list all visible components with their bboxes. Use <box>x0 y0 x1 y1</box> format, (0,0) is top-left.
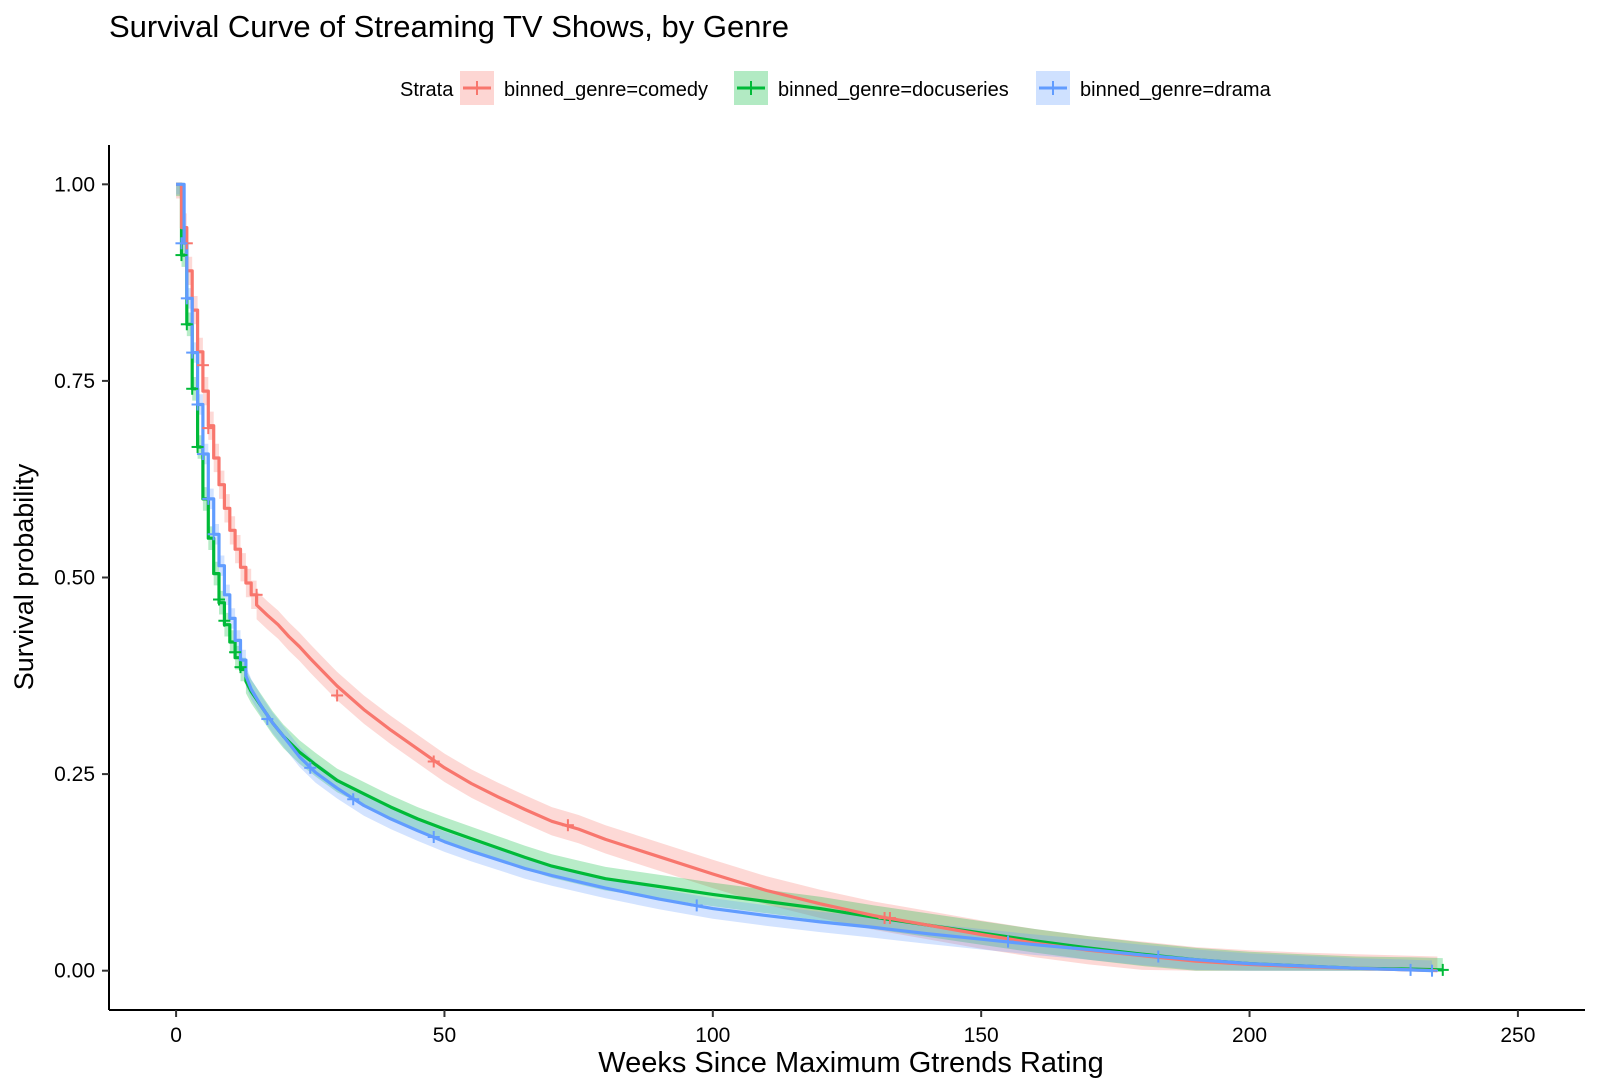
censor-mark-comedy <box>883 911 896 924</box>
censor-mark-docuseries <box>1436 963 1449 976</box>
x-tick-label: 150 <box>964 1024 999 1047</box>
y-tick-label: 0.75 <box>54 370 95 393</box>
censor-mark-drama <box>202 492 215 505</box>
x-axis-label: Weeks Since Maximum Gtrends Rating <box>598 1047 1104 1079</box>
censor-mark-drama <box>304 761 317 774</box>
censor-mark-drama <box>1002 935 1015 948</box>
legend-label-comedy: binned_genre=comedy <box>504 79 708 101</box>
censor-mark-drama <box>207 528 220 541</box>
censor-mark-drama <box>1152 950 1165 963</box>
censor-mark-docuseries <box>191 440 204 453</box>
censor-mark-drama <box>186 346 199 359</box>
survival-line-docuseries <box>176 182 1443 972</box>
y-axis-label: Survival probability <box>9 463 39 690</box>
ci-band-comedy <box>176 184 1438 971</box>
y-tick-label: 1.00 <box>54 173 95 196</box>
censor-mark-docuseries <box>234 661 247 674</box>
ci-band-drama <box>176 184 1433 971</box>
chart-title: Survival Curve of Streaming TV Shows, by… <box>109 9 789 44</box>
censor-mark-drama <box>1426 964 1439 977</box>
censor-mark-docuseries <box>229 646 242 659</box>
x-tick-label: 100 <box>695 1024 730 1047</box>
censor-mark-comedy <box>196 359 209 372</box>
y-tick-label: 0.25 <box>54 763 95 786</box>
censor-mark-drama <box>1404 963 1417 976</box>
censor-mark-docuseries <box>175 249 188 262</box>
legend-label-docuseries: binned_genre=docuseries <box>778 79 1009 101</box>
censor-mark-drama <box>175 237 188 250</box>
ci-band-docuseries <box>176 184 1443 971</box>
legend-item-comedy: binned_genre=comedy <box>460 71 708 105</box>
censor-mark-drama <box>261 713 274 726</box>
legend-title: Strata <box>400 79 454 101</box>
legend: Strata binned_genre=comedy binned_genre=d… <box>400 71 1272 105</box>
y-tick-label: 0.50 <box>54 567 95 590</box>
axes <box>108 145 1585 1011</box>
x-tick-label: 50 <box>433 1024 456 1047</box>
censor-mark-drama <box>180 292 193 305</box>
y-tick-label: 0.00 <box>54 960 95 983</box>
censor-mark-docuseries <box>186 382 199 395</box>
x-tick-label: 200 <box>1232 1024 1267 1047</box>
censor-mark-comedy <box>202 422 215 435</box>
censor-mark-drama <box>191 398 204 411</box>
censor-mark-drama <box>347 793 360 806</box>
survival-line-comedy <box>176 182 1438 973</box>
censor-mark-comedy <box>427 755 440 768</box>
censor-mark-docuseries <box>180 318 193 331</box>
x-tick-label: 250 <box>1500 1024 1535 1047</box>
censor-mark-comedy <box>331 689 344 702</box>
legend-item-docuseries: binned_genre=docuseries <box>734 71 1009 105</box>
censor-mark-drama <box>690 899 703 912</box>
x-tick-label: 0 <box>170 1024 182 1047</box>
legend-label-drama: binned_genre=drama <box>1080 79 1272 101</box>
censor-mark-comedy <box>561 819 574 832</box>
censor-mark-drama <box>427 831 440 843</box>
plot-area <box>175 182 1449 977</box>
legend-item-drama: binned_genre=drama <box>1036 71 1272 105</box>
ticks: 0 50 100 150 200 250 0.00 0.25 0.50 0.75 1.00 <box>54 173 1535 1047</box>
survival-line-drama <box>176 182 1433 973</box>
censor-mark-docuseries <box>218 614 231 627</box>
censor-mark-drama <box>196 448 209 461</box>
censor-mark-docuseries <box>213 593 226 606</box>
censor-mark-comedy <box>250 588 263 601</box>
